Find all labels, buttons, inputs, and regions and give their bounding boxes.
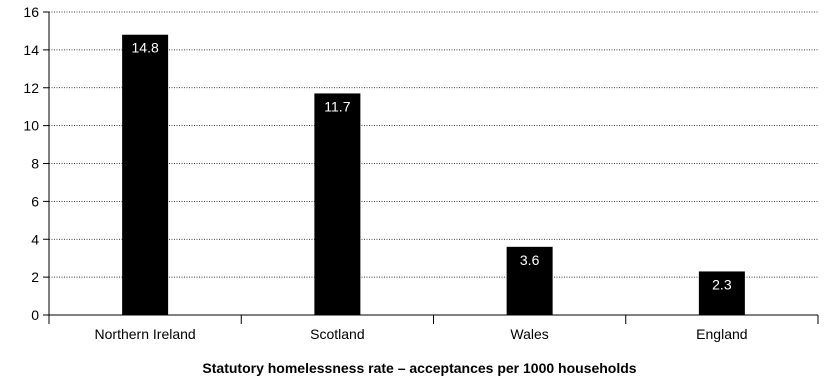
y-tick-label: 16 (23, 4, 39, 20)
category-label: Scotland (310, 326, 364, 342)
bars (122, 34, 745, 316)
bar (314, 93, 361, 316)
gridlines (49, 11, 818, 278)
category-label: England (696, 326, 747, 342)
data-label: 2.3 (712, 276, 732, 292)
bar (698, 271, 745, 315)
y-tick-label: 10 (23, 118, 39, 134)
labels: 0 2 4 6 8 10 12 14 16 14.8 Northern Ireland 11.7 Sco… (23, 4, 747, 342)
data-label: 3.6 (520, 252, 540, 268)
y-tick-label: 8 (31, 156, 39, 172)
bar (506, 246, 553, 315)
axes (43, 11, 819, 324)
y-tick-label: 14 (23, 42, 39, 58)
y-tick-label: 12 (23, 80, 39, 96)
bar (122, 34, 169, 315)
data-label: 14.8 (132, 40, 159, 56)
category-label: Northern Ireland (95, 326, 196, 342)
y-tick-label: 6 (31, 193, 39, 209)
y-tick-label: 0 (31, 307, 39, 323)
y-tick-label: 2 (31, 269, 39, 285)
category-label: Wales (510, 326, 548, 342)
y-tick-label: 4 (31, 231, 39, 247)
data-label: 11.7 (324, 98, 350, 114)
x-axis-title: Statutory homelessness rate – acceptance… (202, 360, 637, 376)
